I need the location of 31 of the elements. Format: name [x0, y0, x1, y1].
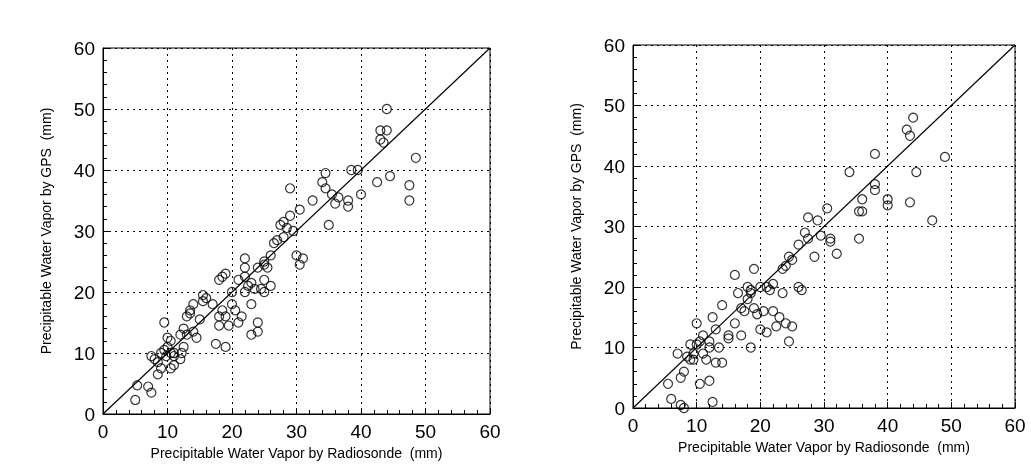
- x-tick-label: 10: [156, 421, 179, 442]
- x-axis-title: Precipitable Water Vapor by Radiosonde (mm): [678, 438, 970, 455]
- y-tick-label: 30: [603, 216, 625, 237]
- x-tick-label: 0: [97, 421, 109, 442]
- y-tick-label: 40: [603, 155, 625, 177]
- x-axis-title: Precipitable Water Vapor by Radiosonde (mm): [150, 444, 443, 461]
- y-axis-title: Precipitable Water Vapor by GPS (mm): [38, 107, 54, 355]
- y-tick-label: 40: [73, 159, 95, 181]
- x-tick-label: 50: [940, 415, 962, 436]
- y-tick-label: 0: [614, 397, 625, 419]
- x-tick-label: 60: [479, 421, 501, 442]
- y-tick-label: 50: [603, 95, 625, 116]
- y-axis-title: Precipitable Water Vapor by GPS (mm): [568, 103, 584, 350]
- x-tick-label: 30: [285, 421, 308, 442]
- x-tick-label: 20: [749, 415, 771, 436]
- y-tick-label: 30: [73, 220, 95, 242]
- x-tick-label: 20: [221, 421, 243, 442]
- x-tick-label: 0: [627, 415, 639, 436]
- x-tick-label: 50: [414, 421, 437, 442]
- y-tick-label: 10: [603, 337, 625, 358]
- y-tick-label: 20: [603, 276, 625, 298]
- y-tick-label: 50: [73, 98, 95, 120]
- x-tick-label: 60: [1004, 415, 1026, 436]
- x-tick-label: 40: [877, 415, 899, 436]
- y-tick-label: 10: [73, 342, 95, 364]
- y-tick-label: 60: [73, 37, 95, 59]
- y-tick-label: 20: [73, 281, 95, 303]
- x-tick-label: 10: [686, 415, 708, 436]
- x-tick-label: 40: [350, 421, 372, 442]
- x-tick-label: 30: [813, 415, 835, 436]
- y-tick-label: 60: [603, 34, 625, 56]
